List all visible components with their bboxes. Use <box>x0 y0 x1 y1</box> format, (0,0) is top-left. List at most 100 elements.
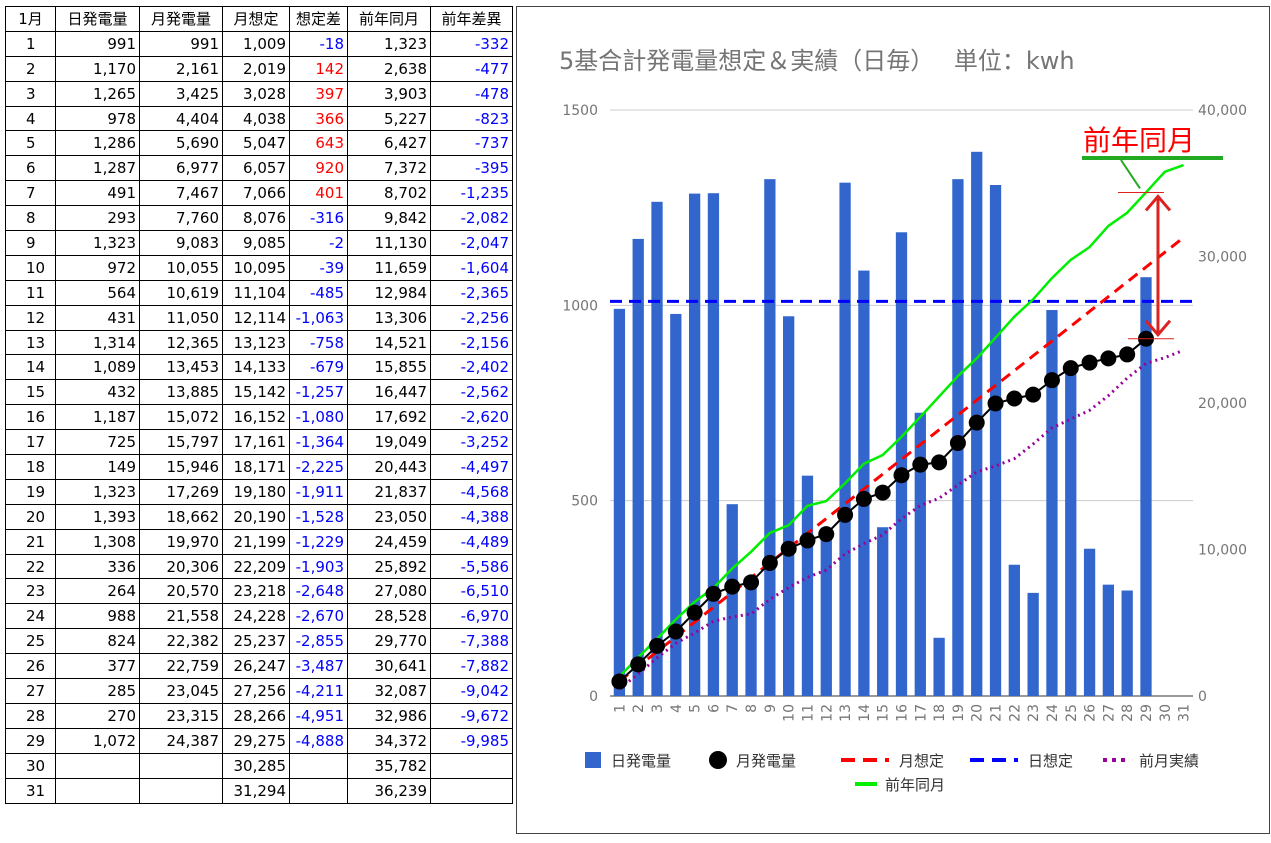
x-tick-label: 4 <box>669 704 685 713</box>
table-cell: 431 <box>55 304 140 331</box>
table-cell: 7,760 <box>139 205 223 232</box>
table-cell: -2,225 <box>289 454 348 480</box>
table-cell <box>139 777 223 804</box>
bar <box>1102 584 1115 696</box>
table-cell: -2,256 <box>430 304 513 331</box>
table-cell: 725 <box>55 429 140 456</box>
table-cell: 7,372 <box>347 155 431 182</box>
x-tick-label: 16 <box>895 704 911 722</box>
table-cell: -4,951 <box>289 702 348 729</box>
annotation-leader <box>1120 159 1141 190</box>
y-right-tick-label: 10,000 <box>1198 543 1247 559</box>
table-cell: 2,161 <box>139 55 223 82</box>
x-tick-label: 14 <box>857 704 873 722</box>
table-cell: -2,562 <box>430 379 513 406</box>
table-cell: 25,892 <box>347 553 431 580</box>
table-cell: 377 <box>55 653 140 680</box>
table-cell: -1,364 <box>289 429 348 456</box>
table-cell: -2,156 <box>430 329 513 356</box>
table-cell: -485 <box>289 279 348 306</box>
data-point <box>649 637 666 654</box>
table-row: 10 972 10,055 10,095 -39 11,659 -1,604 <box>5 254 513 281</box>
table-cell: 1,393 <box>55 503 140 530</box>
chart-panel: 5基合計発電量想定＆実績（日毎） 単位：kwh 0 500 1000 1500 0 10,0… <box>516 6 1270 834</box>
table-cell: 3,425 <box>139 80 223 107</box>
table-cell: 32,087 <box>347 678 431 704</box>
column-header: 月発電量 <box>139 6 223 32</box>
bar <box>1065 374 1077 696</box>
table-cell: 11,659 <box>347 254 431 281</box>
table-cell: -2,402 <box>430 354 513 381</box>
table-cell: 24,387 <box>139 727 223 754</box>
y-left-tick-label: 500 <box>571 494 598 510</box>
table-cell: 978 <box>55 105 140 132</box>
bar <box>670 313 682 696</box>
table-cell: 4,038 <box>222 105 290 132</box>
table-cell: 15,855 <box>347 354 431 381</box>
table-cell: 35,782 <box>347 752 431 779</box>
table-cell: 28,266 <box>222 702 290 729</box>
table-cell: 336 <box>55 553 140 580</box>
table-cell: 22 <box>5 553 56 580</box>
table-cell: 1,323 <box>55 230 140 256</box>
table-row: 9 1,323 9,083 9,085 -2 11,130 -2,047 <box>5 230 513 256</box>
table-cell: 20,443 <box>347 454 431 480</box>
x-tick-label: 3 <box>650 704 666 713</box>
bar <box>858 270 870 696</box>
x-tick-label: 18 <box>932 704 948 722</box>
y-right-tick-label: 40,000 <box>1198 103 1247 119</box>
bar <box>914 412 926 696</box>
table-cell: 30,285 <box>222 752 290 779</box>
table-cell: -395 <box>430 155 513 182</box>
table-row: 5 1,286 5,690 5,047 643 6,427 -737 <box>5 130 513 157</box>
table-cell: 29 <box>5 727 56 754</box>
table-row: 18 149 15,946 18,171 -2,225 20,443 -4,497 <box>5 454 513 480</box>
table-body: 1 991 991 1,009 -18 1,323 -332 2 1,170 2,161 2,019… <box>5 30 513 804</box>
table-cell: 1,170 <box>55 55 140 82</box>
table-cell: 264 <box>55 578 140 605</box>
table-cell: 21,558 <box>139 603 223 630</box>
data-point <box>686 604 703 621</box>
table-row: 31 31,294 36,239 <box>5 777 513 804</box>
table-cell: 10,619 <box>139 279 223 306</box>
table-cell: 23,218 <box>222 578 290 605</box>
data-point <box>1081 354 1098 371</box>
table-cell: 6,977 <box>139 155 223 182</box>
table-cell: -2,648 <box>289 578 348 605</box>
annotation-label: 前年同月 <box>1083 124 1195 157</box>
data-point <box>630 656 647 673</box>
table-cell: -3,252 <box>430 429 513 456</box>
table-cell: 13 <box>5 329 56 356</box>
bar <box>613 308 626 696</box>
table-cell: -4,568 <box>430 478 513 505</box>
table-cell: 18,662 <box>139 503 223 530</box>
x-tick-label: 5 <box>688 704 704 713</box>
x-tick-label: 22 <box>1007 704 1023 722</box>
table-cell: 9 <box>5 230 56 256</box>
x-tick-label: 15 <box>876 704 892 722</box>
table-cell: -1,903 <box>289 553 348 580</box>
table-cell: 23 <box>5 578 56 605</box>
table-cell: 31,294 <box>222 777 290 804</box>
data-point <box>837 506 854 523</box>
x-tick-label: 7 <box>725 704 741 713</box>
table-cell: -4,489 <box>430 528 513 555</box>
table-cell: 11,130 <box>347 230 431 256</box>
table-cell: 11 <box>5 279 56 306</box>
legend-label: 月想定 <box>899 752 944 770</box>
table-cell: 31 <box>5 777 56 804</box>
x-tick-label: 28 <box>1120 704 1136 722</box>
table-cell: 12,365 <box>139 329 223 356</box>
table-cell: 24,459 <box>347 528 431 555</box>
table-cell: 1,009 <box>222 30 290 57</box>
bar <box>651 201 663 696</box>
table-cell: 27,256 <box>222 678 290 704</box>
data-point <box>1025 386 1042 403</box>
x-tick-label: 25 <box>1064 704 1080 722</box>
table-cell: 15,946 <box>139 454 223 480</box>
table-cell: 15,072 <box>139 404 223 431</box>
table-cell: 28,528 <box>347 603 431 630</box>
daily-power-table: 1月 日発電量 月発電量 月想定 想定差 前年同月 前年差異 1 991 991 1,009 -18… <box>5 6 513 804</box>
bar <box>1121 590 1133 696</box>
table-cell: 4,404 <box>139 105 223 132</box>
